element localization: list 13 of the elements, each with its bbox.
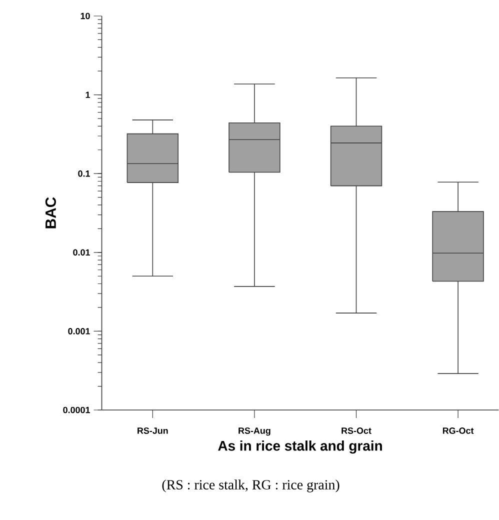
x-axis-title: As in rice stalk and grain (218, 440, 382, 454)
y-tick-label: 1 (86, 92, 90, 98)
y-tick-label: 10 (80, 12, 90, 20)
x-tick-label: RS-Aug (238, 428, 270, 436)
y-axis-title: BAC (46, 197, 56, 228)
y-tick-label: 0.01 (73, 249, 90, 256)
x-tick-label: RS-Oct (342, 428, 372, 434)
x-tick-label: RS-Jun (138, 428, 168, 434)
text: (RS : rice stalk, RG : rice grain) (162, 480, 340, 492)
y-tick-label: 0.0001 (63, 406, 90, 414)
x-tick-label: RG-Oct (443, 428, 474, 434)
y-tick-label: 0.1 (78, 170, 90, 177)
y-tick-label: 0.001 (68, 328, 90, 334)
